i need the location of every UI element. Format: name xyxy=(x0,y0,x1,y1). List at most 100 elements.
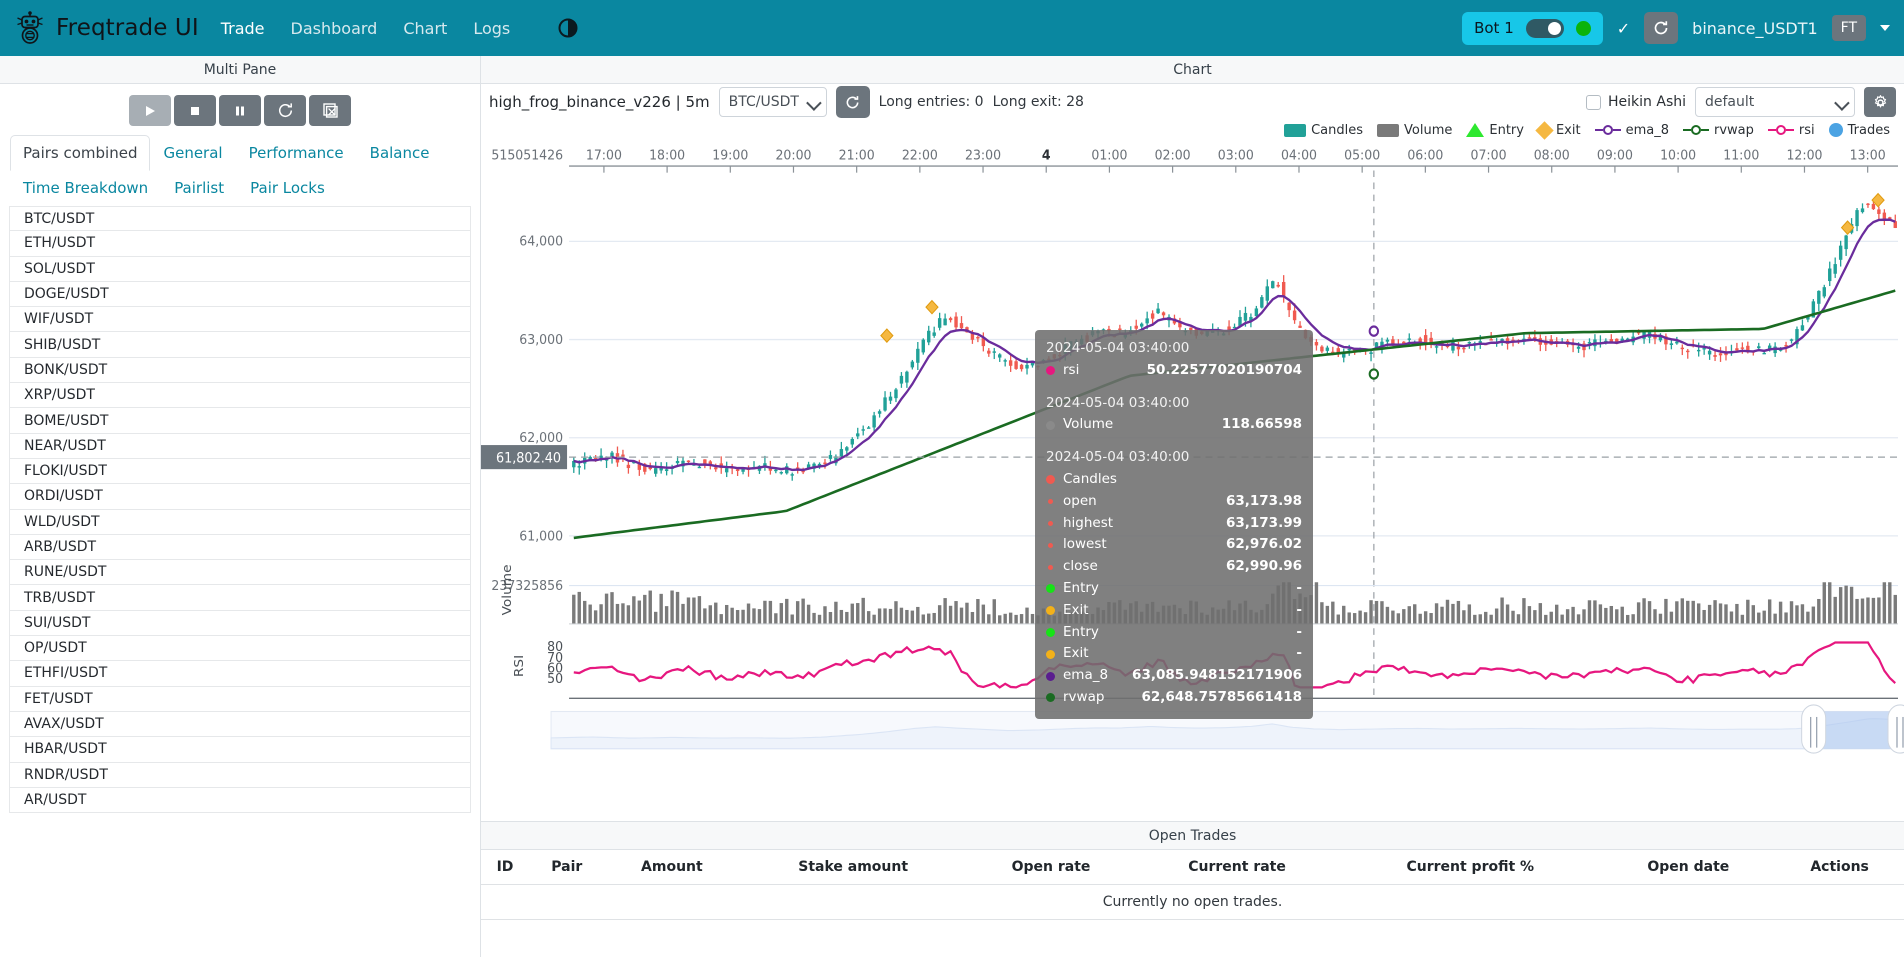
stop-bot-button[interactable] xyxy=(174,95,216,126)
list-item[interactable]: SHIB/USDT xyxy=(9,332,471,358)
pair-select[interactable]: BTC/USDT xyxy=(718,87,827,117)
column-header[interactable]: Open date xyxy=(1601,850,1776,885)
check-icon[interactable]: ✓ xyxy=(1616,18,1631,38)
svg-text:04:00: 04:00 xyxy=(1281,148,1317,164)
list-item[interactable]: BOME/USDT xyxy=(9,408,471,434)
bot-selector[interactable]: Bot 1 xyxy=(1462,11,1603,45)
chart-refresh-button[interactable] xyxy=(835,86,870,118)
bot-status-dot xyxy=(1575,20,1591,36)
tooltip-row: Entry - xyxy=(1046,622,1302,644)
column-header[interactable]: Stake amount xyxy=(739,850,968,885)
pair-list[interactable]: BTC/USDT ETH/USDT SOL/USDT DOGE/USDT WIF/USD… xyxy=(9,206,471,957)
column-header[interactable]: Current rate xyxy=(1134,850,1340,885)
column-header[interactable]: ID xyxy=(481,850,530,885)
legend-item-rsi[interactable]: rsi xyxy=(1767,123,1815,138)
column-header[interactable]: Amount xyxy=(604,850,740,885)
list-item[interactable]: SOL/USDT xyxy=(9,256,471,282)
list-item[interactable]: WIF/USDT xyxy=(9,307,471,333)
table-row: Currently no open trades. xyxy=(481,884,1904,920)
plotconfig-select[interactable]: default xyxy=(1695,87,1855,117)
bot-toggle[interactable] xyxy=(1525,18,1564,38)
list-item[interactable]: AR/USDT xyxy=(9,787,471,814)
list-item[interactable]: ETHFI/USDT xyxy=(9,661,471,687)
chart-settings-button[interactable] xyxy=(1864,87,1896,117)
list-item[interactable]: OP/USDT xyxy=(9,636,471,662)
svg-text:64,000: 64,000 xyxy=(519,234,563,250)
plotconfig-select-wrap[interactable]: default xyxy=(1695,87,1855,117)
tab-general[interactable]: General xyxy=(163,144,223,162)
tooltip-series-dot-icon xyxy=(1046,671,1055,681)
reload-icon xyxy=(846,95,859,108)
list-item[interactable]: BTC/USDT xyxy=(9,206,471,232)
column-header[interactable]: Actions xyxy=(1775,850,1904,885)
chart-tooltip: 2024-05-04 03:40:00 rsi 50.22577020190704 2… xyxy=(1035,330,1313,719)
legend-item-trades[interactable]: Trades xyxy=(1828,123,1890,138)
list-item[interactable]: ETH/USDT xyxy=(9,231,471,257)
chevron-down-icon[interactable] xyxy=(1880,25,1890,31)
tab-balance[interactable]: Balance xyxy=(369,144,430,162)
svg-text:20:00: 20:00 xyxy=(775,148,811,164)
svg-text:63,000: 63,000 xyxy=(519,332,563,348)
reload-button[interactable] xyxy=(1644,12,1679,44)
main-layout: Multi Pane xyxy=(0,56,1904,957)
column-header[interactable]: Pair xyxy=(529,850,605,885)
legend-item-volume[interactable]: Volume xyxy=(1377,123,1452,138)
tab-pairlist[interactable]: Pairlist xyxy=(174,179,225,197)
list-item[interactable]: RUNE/USDT xyxy=(9,560,471,586)
list-item[interactable]: NEAR/USDT xyxy=(9,433,471,459)
list-item[interactable]: WLD/USDT xyxy=(9,509,471,535)
tooltip-series-value: - xyxy=(1296,579,1302,596)
brand[interactable]: Freqtrade UI xyxy=(14,11,199,45)
list-item[interactable]: SUI/USDT xyxy=(9,610,471,637)
nav-link-dashboard[interactable]: Dashboard xyxy=(290,18,378,38)
tooltip-series-dot-icon xyxy=(1046,606,1055,616)
column-header[interactable]: Current profit % xyxy=(1339,850,1602,885)
svg-text:02:00: 02:00 xyxy=(1155,148,1191,164)
legend-item-ema_8[interactable]: ema_8 xyxy=(1594,123,1669,138)
tooltip-row: lowest 62,976.02 xyxy=(1046,534,1302,556)
legend-label: rvwap xyxy=(1714,122,1754,138)
reload-config-button[interactable] xyxy=(264,95,306,126)
chart-canvas[interactable]: 64,000 63,000 62,000 61,000 515051426 17:00 18… xyxy=(481,142,1904,821)
legend-item-entry[interactable]: Entry xyxy=(1466,123,1524,138)
nav-link-chart[interactable]: Chart xyxy=(403,18,448,38)
list-item[interactable]: RNDR/USDT xyxy=(9,762,471,788)
svg-text:61,000: 61,000 xyxy=(519,529,563,545)
tab-time-breakdown[interactable]: Time Breakdown xyxy=(23,179,149,197)
list-item[interactable]: TRB/USDT xyxy=(9,585,471,611)
list-item[interactable]: ORDI/USDT xyxy=(9,484,471,510)
list-item[interactable]: HBAR/USDT xyxy=(9,737,471,763)
list-item[interactable]: BONK/USDT xyxy=(9,357,471,384)
user-badge[interactable]: FT xyxy=(1831,15,1866,41)
tooltip-row: close 62,990.96 xyxy=(1046,556,1302,578)
stop-buy-button[interactable] xyxy=(309,95,351,126)
list-item[interactable]: XRP/USDT xyxy=(9,383,471,409)
half-moon-contrast-icon[interactable] xyxy=(536,18,578,38)
list-item[interactable]: FLOKI/USDT xyxy=(9,458,471,485)
nav-link-trade[interactable]: Trade xyxy=(220,18,265,38)
column-header[interactable]: Open rate xyxy=(967,850,1135,885)
list-item[interactable]: AVAX/USDT xyxy=(9,711,471,738)
tab-pairs-combined[interactable]: Pairs combined xyxy=(10,135,151,171)
start-bot-button[interactable] xyxy=(129,95,171,126)
legend-item-rvwap[interactable]: rvwap xyxy=(1683,123,1754,138)
heikin-ashi-checkbox[interactable] xyxy=(1586,94,1602,110)
svg-text:19:00: 19:00 xyxy=(712,148,748,164)
tooltip-series-label: highest xyxy=(1063,514,1114,531)
pause-bot-button[interactable] xyxy=(219,95,261,126)
tooltip-series-dot-icon xyxy=(1046,627,1055,637)
gear-icon xyxy=(1874,94,1886,108)
list-item[interactable]: DOGE/USDT xyxy=(9,281,471,308)
tooltip-row: Entry - xyxy=(1046,578,1302,600)
heikin-ashi-toggle[interactable]: Heikin Ashi xyxy=(1586,94,1686,110)
sidebar-tabs-row1: Pairs combined General Performance Balan… xyxy=(10,135,470,171)
pair-select-wrap[interactable]: BTC/USDT xyxy=(718,87,827,117)
svg-text:21:00: 21:00 xyxy=(839,148,875,164)
legend-item-candles[interactable]: Candles xyxy=(1284,123,1363,138)
nav-link-logs[interactable]: Logs xyxy=(473,18,511,38)
list-item[interactable]: FET/USDT xyxy=(9,686,471,712)
list-item[interactable]: ARB/USDT xyxy=(9,534,471,561)
tab-pair-locks[interactable]: Pair Locks xyxy=(250,179,325,197)
tab-performance[interactable]: Performance xyxy=(248,144,344,162)
legend-item-exit[interactable]: Exit xyxy=(1535,120,1581,140)
